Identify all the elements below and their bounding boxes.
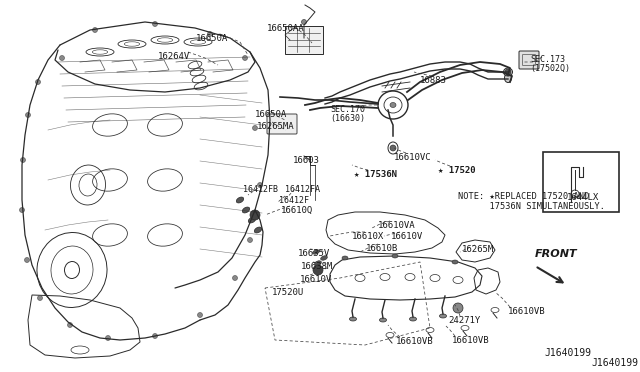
- FancyBboxPatch shape: [519, 51, 539, 69]
- Text: ★ 17520: ★ 17520: [438, 166, 476, 175]
- Text: 1644LX: 1644LX: [567, 193, 599, 202]
- Ellipse shape: [504, 68, 513, 76]
- Ellipse shape: [243, 207, 250, 213]
- Circle shape: [35, 80, 40, 84]
- Text: 16635V: 16635V: [298, 249, 330, 258]
- Ellipse shape: [452, 260, 458, 264]
- Ellipse shape: [313, 250, 319, 254]
- Text: 16610V: 16610V: [391, 232, 423, 241]
- Circle shape: [301, 19, 307, 25]
- Circle shape: [313, 265, 323, 275]
- Circle shape: [38, 295, 42, 301]
- Text: 16638M: 16638M: [301, 262, 333, 271]
- Text: (17502Q): (17502Q): [530, 64, 570, 73]
- Text: 24271Y: 24271Y: [448, 316, 480, 325]
- Circle shape: [232, 276, 237, 280]
- Circle shape: [248, 237, 253, 243]
- Text: 16265MA: 16265MA: [257, 122, 294, 131]
- Ellipse shape: [440, 314, 447, 318]
- Ellipse shape: [248, 217, 256, 223]
- Text: 17520U: 17520U: [272, 288, 304, 297]
- Ellipse shape: [321, 256, 327, 260]
- Text: 16264V: 16264V: [158, 52, 190, 61]
- Circle shape: [257, 183, 262, 187]
- Ellipse shape: [380, 318, 387, 322]
- Text: J1640199: J1640199: [544, 348, 591, 358]
- Ellipse shape: [342, 256, 348, 260]
- Circle shape: [67, 323, 72, 327]
- Circle shape: [24, 257, 29, 263]
- Ellipse shape: [504, 74, 511, 83]
- Ellipse shape: [390, 103, 396, 108]
- Text: SEC.173: SEC.173: [530, 55, 565, 64]
- Text: 16610V: 16610V: [300, 275, 332, 284]
- Text: 16610B: 16610B: [366, 244, 398, 253]
- Text: 16883: 16883: [420, 76, 447, 85]
- Text: 16412FA: 16412FA: [285, 185, 320, 194]
- Circle shape: [453, 303, 463, 313]
- Text: 16610VC: 16610VC: [394, 153, 431, 162]
- Text: 16610Q: 16610Q: [281, 206, 313, 215]
- Text: 16610X: 16610X: [352, 232, 384, 241]
- Bar: [543, 152, 619, 212]
- Circle shape: [198, 312, 202, 317]
- Text: J1640199: J1640199: [591, 358, 638, 368]
- Text: ★ 17536N: ★ 17536N: [354, 170, 397, 179]
- Text: SEC.170: SEC.170: [330, 105, 365, 114]
- Bar: [285, 26, 323, 54]
- Text: 16265M: 16265M: [462, 245, 494, 254]
- Text: 16412F: 16412F: [279, 196, 309, 205]
- Text: 16650AA: 16650AA: [267, 24, 305, 33]
- Text: FRONT: FRONT: [535, 249, 578, 259]
- Ellipse shape: [410, 317, 417, 321]
- Text: 16610VB: 16610VB: [452, 336, 490, 345]
- Ellipse shape: [392, 254, 398, 258]
- Ellipse shape: [315, 261, 321, 265]
- Circle shape: [253, 125, 257, 131]
- Text: NOTE: ★REPLACED 17520 AND
      17536N SIMULTANEOUSLY.: NOTE: ★REPLACED 17520 AND 17536N SIMULTA…: [458, 192, 605, 211]
- Circle shape: [207, 32, 212, 36]
- Circle shape: [106, 336, 111, 340]
- Circle shape: [19, 208, 24, 212]
- Ellipse shape: [236, 197, 244, 203]
- Text: 16603: 16603: [293, 156, 320, 165]
- FancyBboxPatch shape: [267, 114, 297, 134]
- Circle shape: [152, 22, 157, 26]
- Circle shape: [20, 157, 26, 163]
- Text: 16412FB: 16412FB: [243, 185, 278, 194]
- Ellipse shape: [254, 227, 262, 233]
- Circle shape: [250, 210, 260, 220]
- Circle shape: [390, 145, 396, 151]
- Circle shape: [152, 334, 157, 339]
- Text: 16610VB: 16610VB: [396, 337, 434, 346]
- Circle shape: [505, 69, 511, 75]
- Text: 16650A: 16650A: [255, 110, 287, 119]
- Circle shape: [243, 55, 248, 61]
- Text: 16650A: 16650A: [196, 34, 228, 43]
- Circle shape: [60, 55, 65, 61]
- Text: (16630): (16630): [330, 114, 365, 123]
- Text: 16610VA: 16610VA: [378, 221, 415, 230]
- Circle shape: [26, 112, 31, 118]
- Ellipse shape: [349, 317, 356, 321]
- Circle shape: [93, 28, 97, 32]
- Text: 16610VB: 16610VB: [508, 307, 546, 316]
